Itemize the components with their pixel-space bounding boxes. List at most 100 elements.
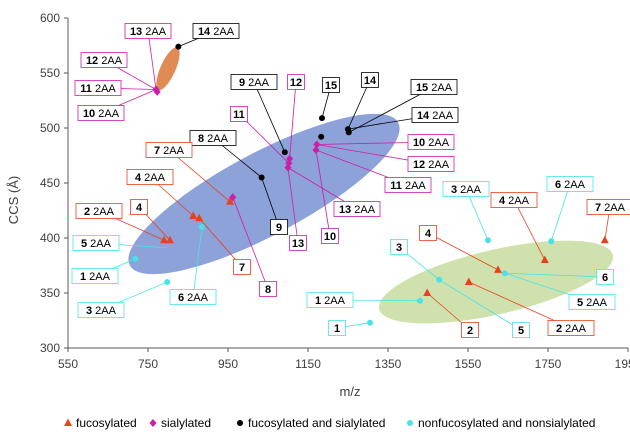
data-point-circle — [258, 174, 265, 181]
legend-label: sialylated — [161, 416, 211, 430]
label-box — [411, 107, 459, 123]
point-label: 4 — [136, 202, 143, 214]
data-point-circle — [318, 133, 325, 140]
leader-line — [289, 81, 297, 159]
y-tick-label: 550 — [40, 66, 60, 80]
label-box — [124, 23, 172, 39]
leader-line — [315, 149, 331, 237]
data-point-diamond — [313, 140, 321, 149]
leader-line — [261, 177, 280, 228]
data-point-diamond — [286, 154, 294, 163]
x-tick-label: 1150 — [295, 357, 321, 371]
point-label: 9 2AA — [239, 77, 270, 89]
point-label: 7 2AA — [154, 145, 185, 157]
point-label: 14 2AA — [198, 26, 235, 38]
data-point-circle — [548, 238, 555, 245]
y-axis-label: CCS (Å) — [6, 176, 21, 224]
data-point-circle — [407, 420, 413, 426]
point-label: 15 2AA — [416, 82, 453, 94]
data-point-circle — [417, 297, 423, 304]
leader-line — [465, 188, 489, 241]
label-box — [321, 228, 339, 244]
point-label: 1 — [334, 323, 340, 335]
label-box — [407, 134, 455, 150]
label-box — [490, 192, 538, 208]
y-tick-label: 300 — [40, 341, 60, 355]
label-box — [289, 235, 307, 251]
point-label: 5 2AA — [81, 238, 112, 250]
label-box — [461, 322, 479, 338]
data-point-circle — [132, 255, 139, 262]
data-point-triangle — [540, 255, 549, 263]
data-point-triangle — [494, 265, 502, 273]
leader-line — [198, 217, 243, 268]
data-point-triangle — [195, 213, 204, 222]
leader-line — [504, 272, 606, 278]
data-point-circle — [485, 237, 491, 244]
point-label: 6 — [602, 272, 608, 284]
y-tick-label: 500 — [40, 121, 60, 135]
data-point-triangle — [423, 288, 432, 296]
data-point-circle — [367, 319, 373, 326]
data-points — [132, 43, 609, 326]
x-tick-label: 1950 — [615, 357, 630, 371]
point-label: 14 — [364, 75, 377, 87]
label-box — [77, 105, 125, 121]
leader-line — [287, 167, 299, 244]
data-point-diamond — [229, 193, 237, 202]
point-label: 2 — [467, 325, 473, 337]
label-box — [333, 201, 381, 217]
point-label: 1 2AA — [80, 271, 111, 283]
label-box — [230, 106, 248, 122]
label-box — [407, 156, 455, 172]
point-label: 5 — [518, 325, 524, 337]
data-point-triangle — [64, 418, 72, 426]
label-box — [75, 203, 123, 219]
data-point-triangle — [226, 197, 234, 205]
point-label: 7 — [239, 262, 245, 274]
leader-line — [550, 183, 571, 242]
point-label: 1 2AA — [315, 295, 346, 307]
y-tick-label: 600 — [40, 11, 60, 25]
label-box — [419, 225, 437, 241]
label-box — [72, 235, 120, 251]
label-box — [145, 142, 193, 158]
point-label: 6 2AA — [178, 292, 209, 304]
point-label: 3 2AA — [451, 184, 482, 196]
point-label: 8 — [265, 284, 271, 296]
point-label: 10 2AA — [413, 137, 450, 149]
y-tick-label: 400 — [40, 231, 60, 245]
point-label: 8 2AA — [198, 133, 229, 145]
point-label: 10 2AA — [83, 108, 120, 120]
x-tick-label: 950 — [218, 357, 238, 371]
leader-line — [192, 226, 203, 298]
point-label: 11 2AA — [390, 180, 426, 192]
data-point-circle — [175, 43, 182, 50]
cluster-ellipse-1 — [156, 47, 180, 91]
leader-line — [238, 113, 290, 164]
label-box — [596, 269, 614, 285]
label-box — [130, 199, 148, 215]
legend-label: nonfucosylated and nonsialylated — [418, 416, 595, 430]
x-axis-label: m/z — [340, 384, 361, 399]
data-point-diamond — [153, 87, 161, 96]
leader-line — [232, 197, 269, 290]
point-label: 11 2AA — [80, 83, 116, 95]
label-box — [442, 181, 490, 197]
point-label: 3 2AA — [86, 305, 117, 317]
data-point-diamond — [149, 419, 157, 427]
label-box — [287, 74, 305, 90]
data-point-circle — [345, 129, 352, 136]
point-label: 12 2AA — [86, 55, 123, 67]
label-box — [270, 219, 288, 235]
legend-label: fucosylated — [76, 416, 137, 430]
point-label: 14 2AA — [417, 110, 454, 122]
y-tick-label: 350 — [40, 286, 60, 300]
point-label: 3 — [396, 242, 402, 254]
point-label: 5 2AA — [577, 297, 608, 309]
data-point-triangle — [600, 235, 609, 244]
label-box — [169, 289, 217, 305]
label-box — [259, 281, 277, 297]
